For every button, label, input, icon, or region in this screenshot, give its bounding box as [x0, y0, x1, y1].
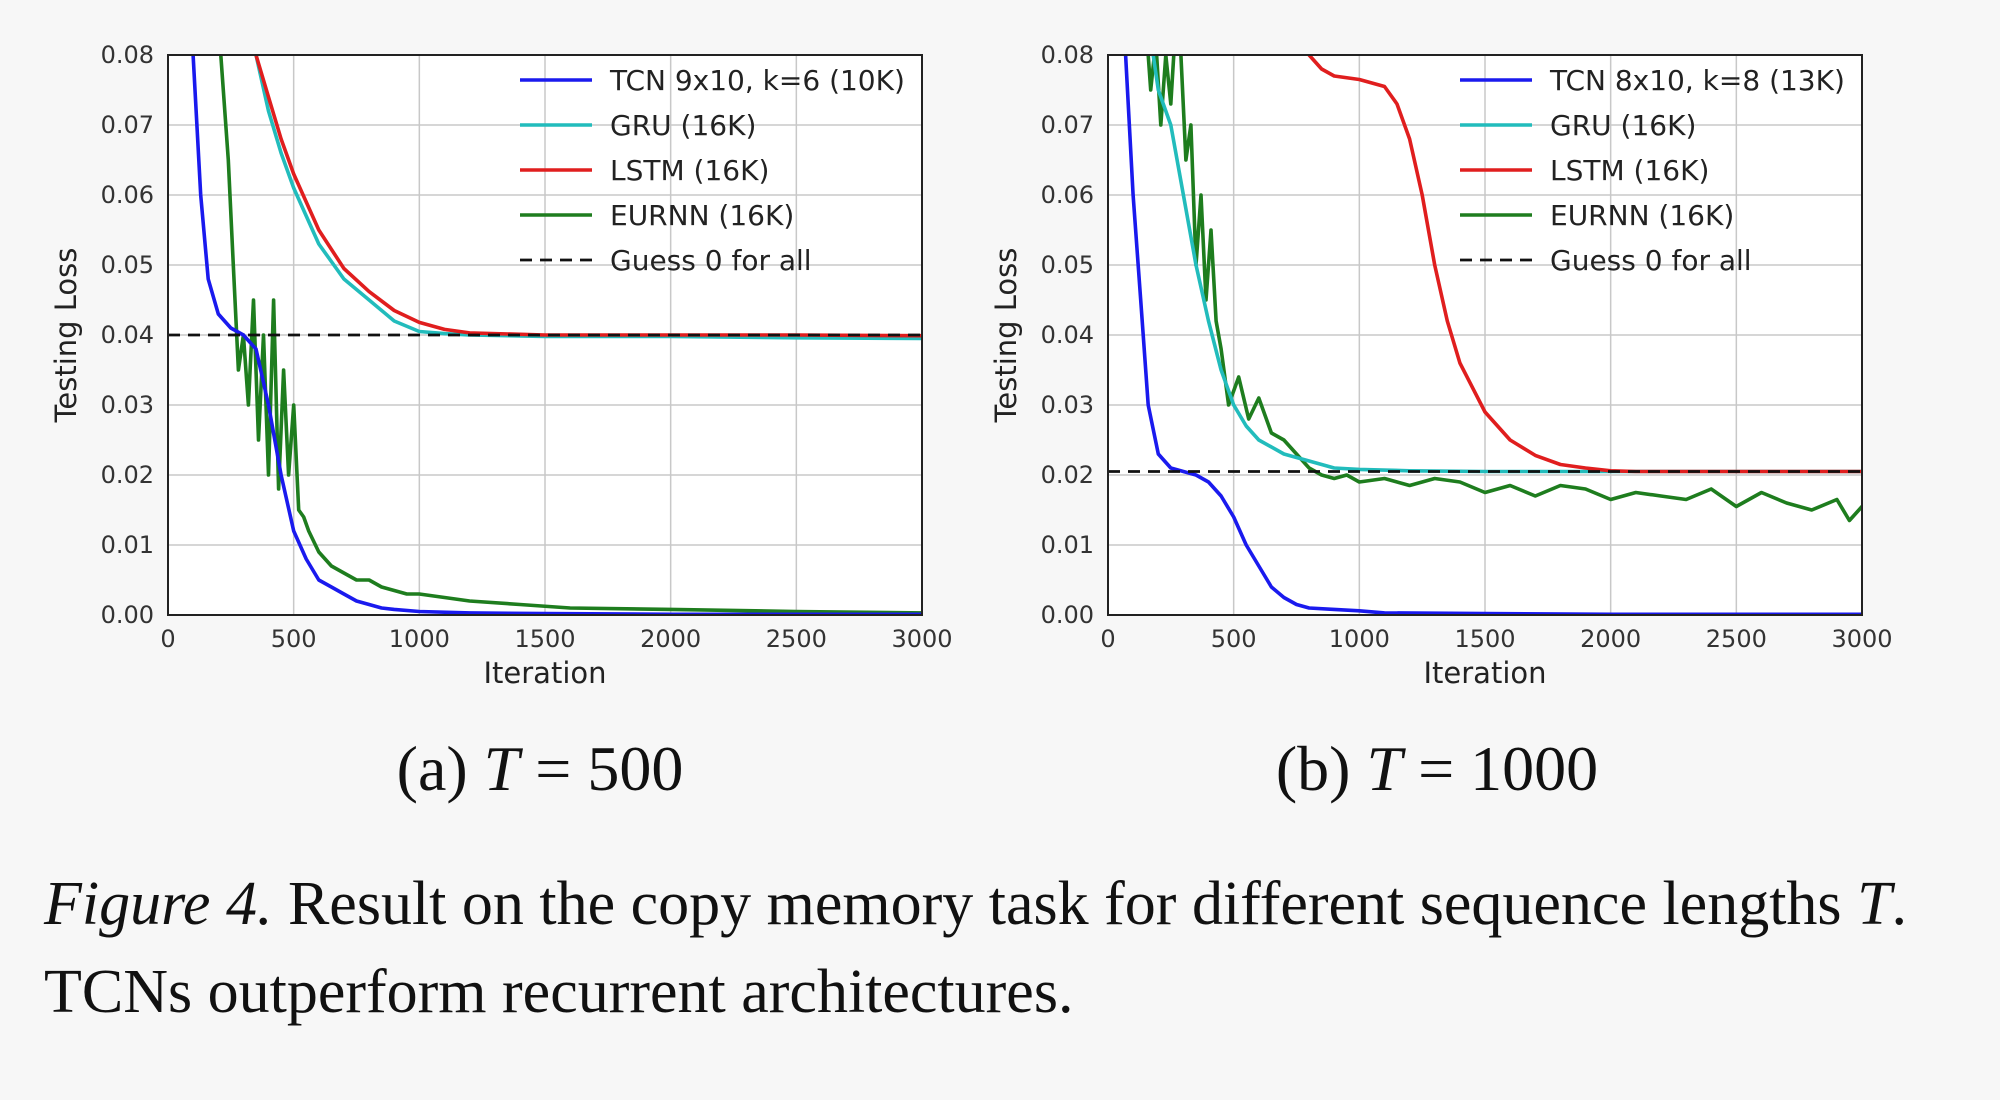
series-line-4 — [1146, 55, 1862, 523]
y-tick-label: 0.07 — [1041, 111, 1094, 139]
caption-text-2: . TCNs outperform recurrent architecture… — [44, 870, 1908, 1026]
y-tick-label: 0.05 — [101, 251, 154, 279]
subcaption-value: = 500 — [519, 733, 683, 804]
x-tick-label: 0 — [1100, 625, 1115, 653]
x-tick-label: 500 — [1211, 625, 1257, 653]
series-group — [1108, 55, 1862, 615]
subcaption-variable: T — [484, 733, 524, 804]
x-tick-label: 2500 — [766, 625, 827, 653]
legend-label-5: Guess 0 for all — [1550, 244, 1752, 277]
chart-panel-1: 0 500 1000 1500 2000 2500 3000 0.00 0.01 0.02 0.03… — [49, 41, 953, 804]
x-tick-label: 1000 — [389, 625, 450, 653]
legend-label-4: EURNN (16K) — [610, 199, 794, 232]
subcaption-prefix: (a) — [397, 733, 484, 804]
y-tick-label: 0.06 — [101, 181, 154, 209]
y-axis-label: Testing Loss — [989, 248, 1023, 424]
x-tick-label: 2500 — [1706, 625, 1767, 653]
plot-frame — [167, 54, 923, 616]
subcaption-value: = 1000 — [1402, 733, 1598, 804]
y-tick-label: 0.08 — [101, 41, 154, 69]
y-tick-label: 0.03 — [101, 391, 154, 419]
y-tick-label: 0.02 — [1041, 461, 1094, 489]
y-tick-label: 0.01 — [1041, 531, 1094, 559]
legend: TCN 8x10, k=8 (13K) GRU (16K) LSTM (16K) EU… — [1460, 64, 1845, 277]
caption-variable: T — [1857, 870, 1892, 938]
x-tick-label: 3000 — [891, 625, 952, 653]
y-tick-label: 0.05 — [1041, 251, 1094, 279]
y-tick-label: 0.06 — [1041, 181, 1094, 209]
series-group — [168, 55, 922, 615]
y-tick-label: 0.04 — [1041, 321, 1094, 349]
y-tick-label: 0.02 — [101, 461, 154, 489]
subcaption-prefix: (b) — [1276, 733, 1367, 804]
legend-label-1: TCN 8x10, k=8 (13K) — [1549, 64, 1845, 97]
legend-label-3: LSTM (16K) — [1550, 154, 1709, 187]
plot-frame — [1107, 54, 1863, 616]
series-line-3 — [1307, 55, 1862, 474]
subcaption-variable: T — [1366, 733, 1406, 804]
legend-label-4: EURNN (16K) — [1550, 199, 1734, 232]
chart-panel-2: 0 500 1000 1500 2000 2500 3000 0.00 0.01 0.02 0.03… — [989, 41, 1893, 804]
x-tick-label: 1500 — [514, 625, 575, 653]
y-tick-label: 0.00 — [1041, 601, 1094, 629]
legend-label-3: LSTM (16K) — [610, 154, 769, 187]
series-line-4 — [218, 55, 922, 615]
subcaption: (a) T = 500 — [397, 733, 684, 804]
y-tick-label: 0.07 — [101, 111, 154, 139]
y-tick-label: 0.08 — [1041, 41, 1094, 69]
x-tick-label: 2000 — [640, 625, 701, 653]
legend-label-1: TCN 9x10, k=6 (10K) — [609, 64, 905, 97]
series-line-1 — [191, 55, 922, 615]
legend: TCN 9x10, k=6 (10K) GRU (16K) LSTM (16K) EU… — [520, 64, 905, 277]
x-tick-label: 1500 — [1454, 625, 1515, 653]
legend-label-5: Guess 0 for all — [610, 244, 812, 277]
y-tick-label: 0.03 — [1041, 391, 1094, 419]
y-tick-label: 0.04 — [101, 321, 154, 349]
caption-text-1: Result on the copy memory task for diffe… — [272, 870, 1858, 938]
legend-label-2: GRU (16K) — [1550, 109, 1696, 142]
series-line-3 — [254, 55, 922, 338]
caption-lead: Figure 4. — [44, 870, 273, 938]
figure-caption: Figure 4. Result on the copy memory task… — [44, 860, 1974, 1036]
y-axis-label: Testing Loss — [49, 248, 83, 424]
y-tick-label: 0.00 — [101, 601, 154, 629]
x-tick-label: 0 — [160, 625, 175, 653]
y-tick-label: 0.01 — [101, 531, 154, 559]
x-tick-label: 3000 — [1831, 625, 1892, 653]
x-tick-label: 2000 — [1580, 625, 1641, 653]
subcaption: (b) T = 1000 — [1276, 733, 1598, 804]
series-line-1 — [1123, 55, 1862, 615]
x-tick-label: 500 — [271, 625, 317, 653]
x-axis-label: Iteration — [483, 656, 606, 690]
x-tick-label: 1000 — [1329, 625, 1390, 653]
legend-label-2: GRU (16K) — [610, 109, 756, 142]
x-axis-label: Iteration — [1423, 656, 1546, 690]
